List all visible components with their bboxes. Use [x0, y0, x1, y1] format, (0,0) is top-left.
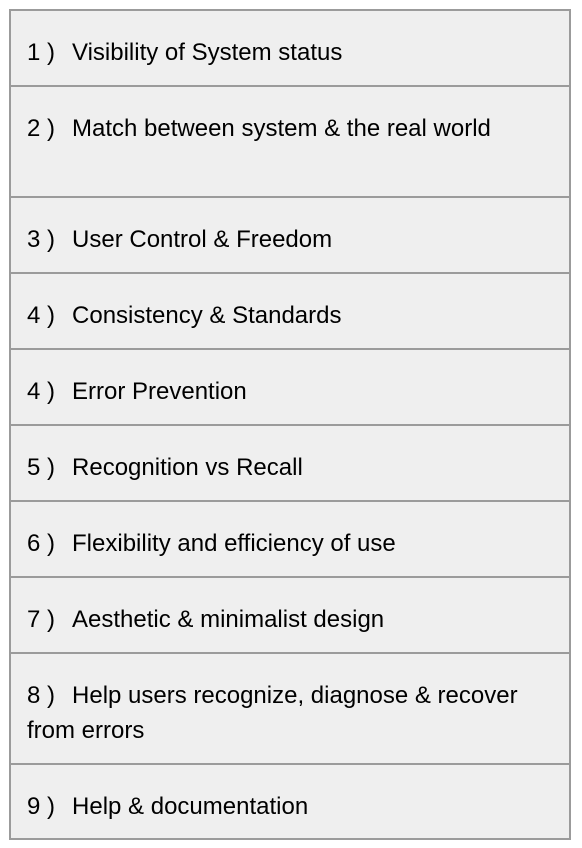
item-text: Flexibility and efficiency of use — [72, 530, 396, 557]
item-number: 4 ) — [27, 302, 56, 329]
list-item: 2 ) Match between system & the real world — [11, 87, 569, 198]
list-item: 6 ) Flexibility and efficiency of use — [11, 502, 569, 578]
item-number: 1 ) — [27, 39, 56, 66]
item-number: 8 ) — [27, 682, 56, 709]
item-text: Visibility of System status — [72, 39, 343, 66]
item-text: Recognition vs Recall — [72, 454, 303, 481]
item-number: 6 ) — [27, 530, 56, 557]
item-text: Help users recognize, diagnose & recover… — [27, 682, 518, 744]
item-number: 9 ) — [27, 793, 56, 820]
heuristics-table: 1 ) Visibility of System status 2 ) Match … — [9, 9, 571, 840]
list-item: 9 ) Help & documentation — [11, 765, 569, 840]
list-item: 8 ) Help users recognize, diagnose & reco… — [11, 654, 569, 765]
item-text: Aesthetic & minimalist design — [72, 606, 385, 633]
item-text: Consistency & Standards — [72, 302, 342, 329]
item-number: 7 ) — [27, 606, 56, 633]
item-text: Match between system & the real world — [72, 115, 491, 142]
item-number: 3 ) — [27, 226, 56, 253]
list-item: 5 ) Recognition vs Recall — [11, 426, 569, 502]
item-text: Error Prevention — [72, 378, 247, 405]
item-number: 4 ) — [27, 378, 56, 405]
item-number: 5 ) — [27, 454, 56, 481]
list-item: 3 ) User Control & Freedom — [11, 198, 569, 274]
list-item: 7 ) Aesthetic & minimalist design — [11, 578, 569, 654]
list-item: 4 ) Consistency & Standards — [11, 274, 569, 350]
item-text: User Control & Freedom — [72, 226, 333, 253]
list-item: 1 ) Visibility of System status — [11, 11, 569, 87]
item-number: 2 ) — [27, 115, 56, 142]
list-item: 4 ) Error Prevention — [11, 350, 569, 426]
item-text: Help & documentation — [72, 793, 309, 820]
